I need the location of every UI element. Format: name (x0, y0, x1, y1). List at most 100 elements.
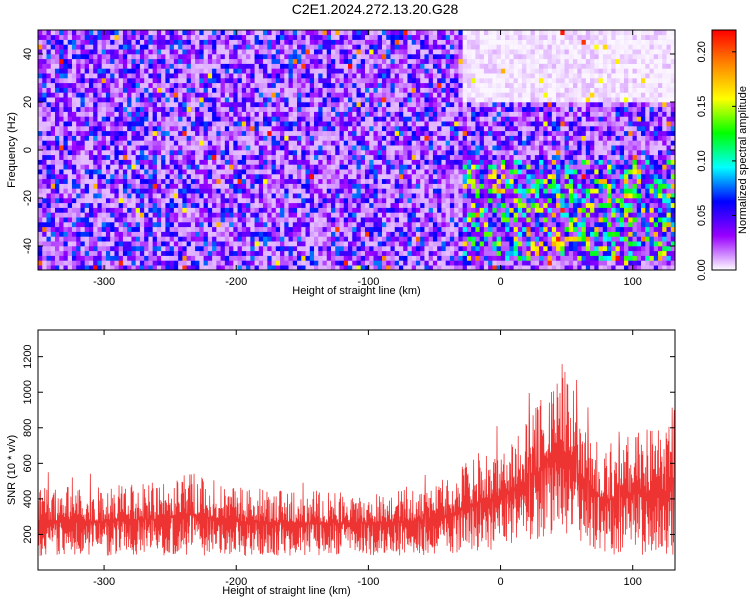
heatmap-cell (411, 169, 417, 175)
heatmap-cell (135, 30, 141, 36)
heatmap-cell (420, 92, 425, 98)
heatmap-cell (93, 183, 98, 189)
heatmap-cell (386, 58, 391, 64)
heatmap-cell (411, 68, 417, 74)
heatmap-cell (318, 102, 323, 108)
heatmap-cell (331, 30, 336, 36)
heatmap-cell (403, 202, 408, 208)
heatmap-cell (156, 126, 162, 132)
heatmap-cell (309, 154, 315, 160)
heatmap-cell (254, 126, 260, 132)
heatmap-cell (373, 63, 379, 69)
heatmap-cell (97, 49, 102, 55)
heatmap-cell (331, 174, 336, 180)
heatmap-cell (46, 92, 52, 98)
heatmap-cell (297, 145, 302, 151)
heatmap-cell (343, 39, 349, 45)
heatmap-cell (199, 207, 204, 213)
heatmap-cell (292, 73, 298, 79)
heatmap-cell (432, 164, 438, 170)
heatmap-cell (195, 174, 200, 180)
heatmap-cell (212, 222, 217, 228)
heatmap-cell (203, 106, 209, 112)
heatmap-cell (280, 164, 285, 170)
heatmap-cell (169, 30, 175, 36)
heatmap-cell (267, 116, 272, 122)
heatmap-cell (369, 78, 374, 84)
heatmap-cell (88, 49, 94, 55)
heatmap-cell (386, 188, 391, 194)
heatmap-cell (199, 255, 204, 261)
heatmap-cell (335, 130, 340, 136)
heatmap-cell (38, 106, 43, 112)
heatmap-cell (139, 226, 145, 232)
heatmap-cell (101, 207, 107, 213)
heatmap-cell (105, 217, 111, 223)
heatmap-cell (152, 236, 158, 242)
heatmap-cell (42, 255, 47, 261)
heatmap-cell (445, 217, 451, 223)
heatmap-cell (386, 183, 391, 189)
heatmap-cell (97, 39, 102, 45)
heatmap-cell (458, 222, 463, 228)
heatmap-cell (369, 255, 374, 261)
heatmap-cell (394, 188, 400, 194)
heatmap-cell (356, 226, 362, 232)
heatmap-cell (178, 183, 183, 189)
heatmap-cell (331, 126, 336, 132)
heatmap-cell (335, 126, 340, 132)
heatmap-cell (67, 231, 73, 237)
heatmap-cell (292, 207, 298, 213)
heatmap-cell (309, 30, 315, 36)
heatmap-cell (182, 39, 187, 45)
heatmap-cell (267, 92, 272, 98)
heatmap-cell (122, 265, 128, 271)
heatmap-cell (284, 222, 289, 228)
heatmap-cell (152, 49, 158, 55)
heatmap-cell (118, 159, 124, 165)
heatmap-cell (449, 150, 455, 156)
heatmap-cell (97, 82, 102, 88)
heatmap-cell (80, 54, 86, 60)
heatmap-cell (105, 169, 111, 175)
heatmap-cell (403, 49, 408, 55)
heatmap-cell (386, 159, 391, 165)
heatmap-cell (254, 202, 260, 208)
heatmap-cell (88, 255, 94, 261)
heatmap-cell (190, 126, 196, 132)
heatmap-cell (356, 265, 362, 271)
heatmap-cell (288, 87, 294, 93)
heatmap-cell (445, 68, 451, 74)
heatmap-cell (284, 207, 289, 213)
heatmap-cell (390, 222, 396, 228)
heatmap-cell (284, 82, 289, 88)
heatmap-cell (216, 116, 221, 122)
heatmap-cell (50, 68, 56, 74)
heatmap-cell (284, 63, 289, 69)
heatmap-cell (339, 207, 345, 213)
heatmap-cell (335, 154, 340, 160)
heatmap-cell (280, 193, 285, 199)
heatmap-cell (356, 183, 362, 189)
heatmap-cell (122, 159, 128, 165)
heatmap-cell (246, 116, 251, 122)
heatmap-cell (156, 102, 162, 108)
heatmap-cell (156, 212, 162, 218)
heatmap-cell (386, 106, 391, 112)
heatmap-cell (127, 73, 132, 79)
heatmap-cell (432, 121, 438, 127)
heatmap-cell (390, 169, 396, 175)
heatmap-cell (432, 212, 438, 218)
heatmap-cell (67, 183, 73, 189)
heatmap-cell (411, 92, 417, 98)
heatmap-cell (148, 260, 153, 266)
heatmap-cell (161, 164, 166, 170)
heatmap-cell (386, 174, 391, 180)
heatmap-cell (144, 236, 149, 242)
heatmap-cell (458, 130, 463, 136)
heatmap-cell (59, 198, 64, 204)
heatmap-cell (110, 97, 115, 103)
heatmap-cell (63, 226, 69, 232)
heatmap-cell (122, 198, 128, 204)
heatmap-cell (301, 241, 306, 247)
